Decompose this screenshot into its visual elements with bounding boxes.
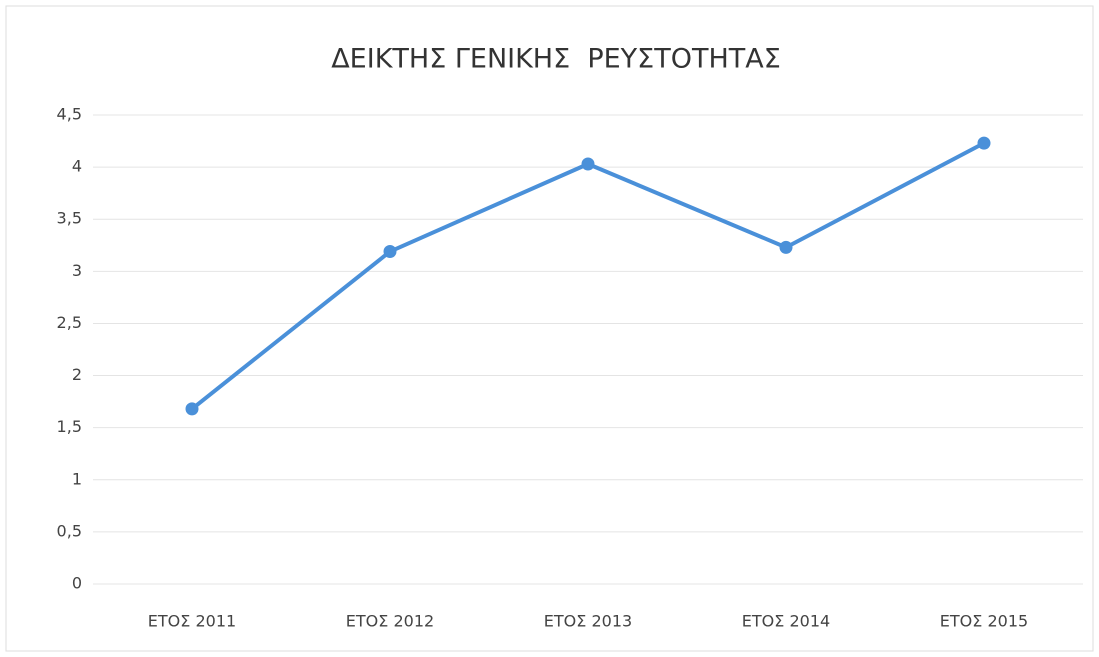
y-tick-label: 2,5 bbox=[57, 313, 82, 332]
y-tick-label: 0 bbox=[72, 574, 82, 593]
chart-title: ΔΕΙΚΤΗΣ ΓΕΝΙΚΗΣ ΡΕΥΣΤΟΤΗΤΑΣ bbox=[331, 44, 781, 75]
data-point bbox=[383, 245, 397, 259]
x-tick-label: ΕΤΟΣ 2011 bbox=[148, 612, 236, 631]
y-tick-label: 3 bbox=[72, 261, 82, 280]
data-point bbox=[185, 402, 199, 416]
x-tick-label: ΕΤΟΣ 2013 bbox=[544, 612, 632, 631]
y-tick-label: 1 bbox=[72, 469, 82, 488]
x-tick-label: ΕΤΟΣ 2015 bbox=[940, 612, 1028, 631]
data-point bbox=[977, 136, 991, 150]
y-tick-label: 1,5 bbox=[57, 417, 82, 436]
y-tick-label: 0,5 bbox=[57, 521, 82, 540]
x-tick-label: ΕΤΟΣ 2012 bbox=[346, 612, 434, 631]
x-tick-label: ΕΤΟΣ 2014 bbox=[742, 612, 830, 631]
y-tick-label: 4 bbox=[72, 157, 82, 176]
y-tick-label: 4,5 bbox=[57, 105, 82, 124]
y-tick-label: 3,5 bbox=[57, 209, 82, 228]
data-point bbox=[581, 157, 595, 171]
y-tick-label: 2 bbox=[72, 365, 82, 384]
data-point bbox=[779, 240, 793, 254]
chart-border bbox=[5, 5, 1094, 652]
